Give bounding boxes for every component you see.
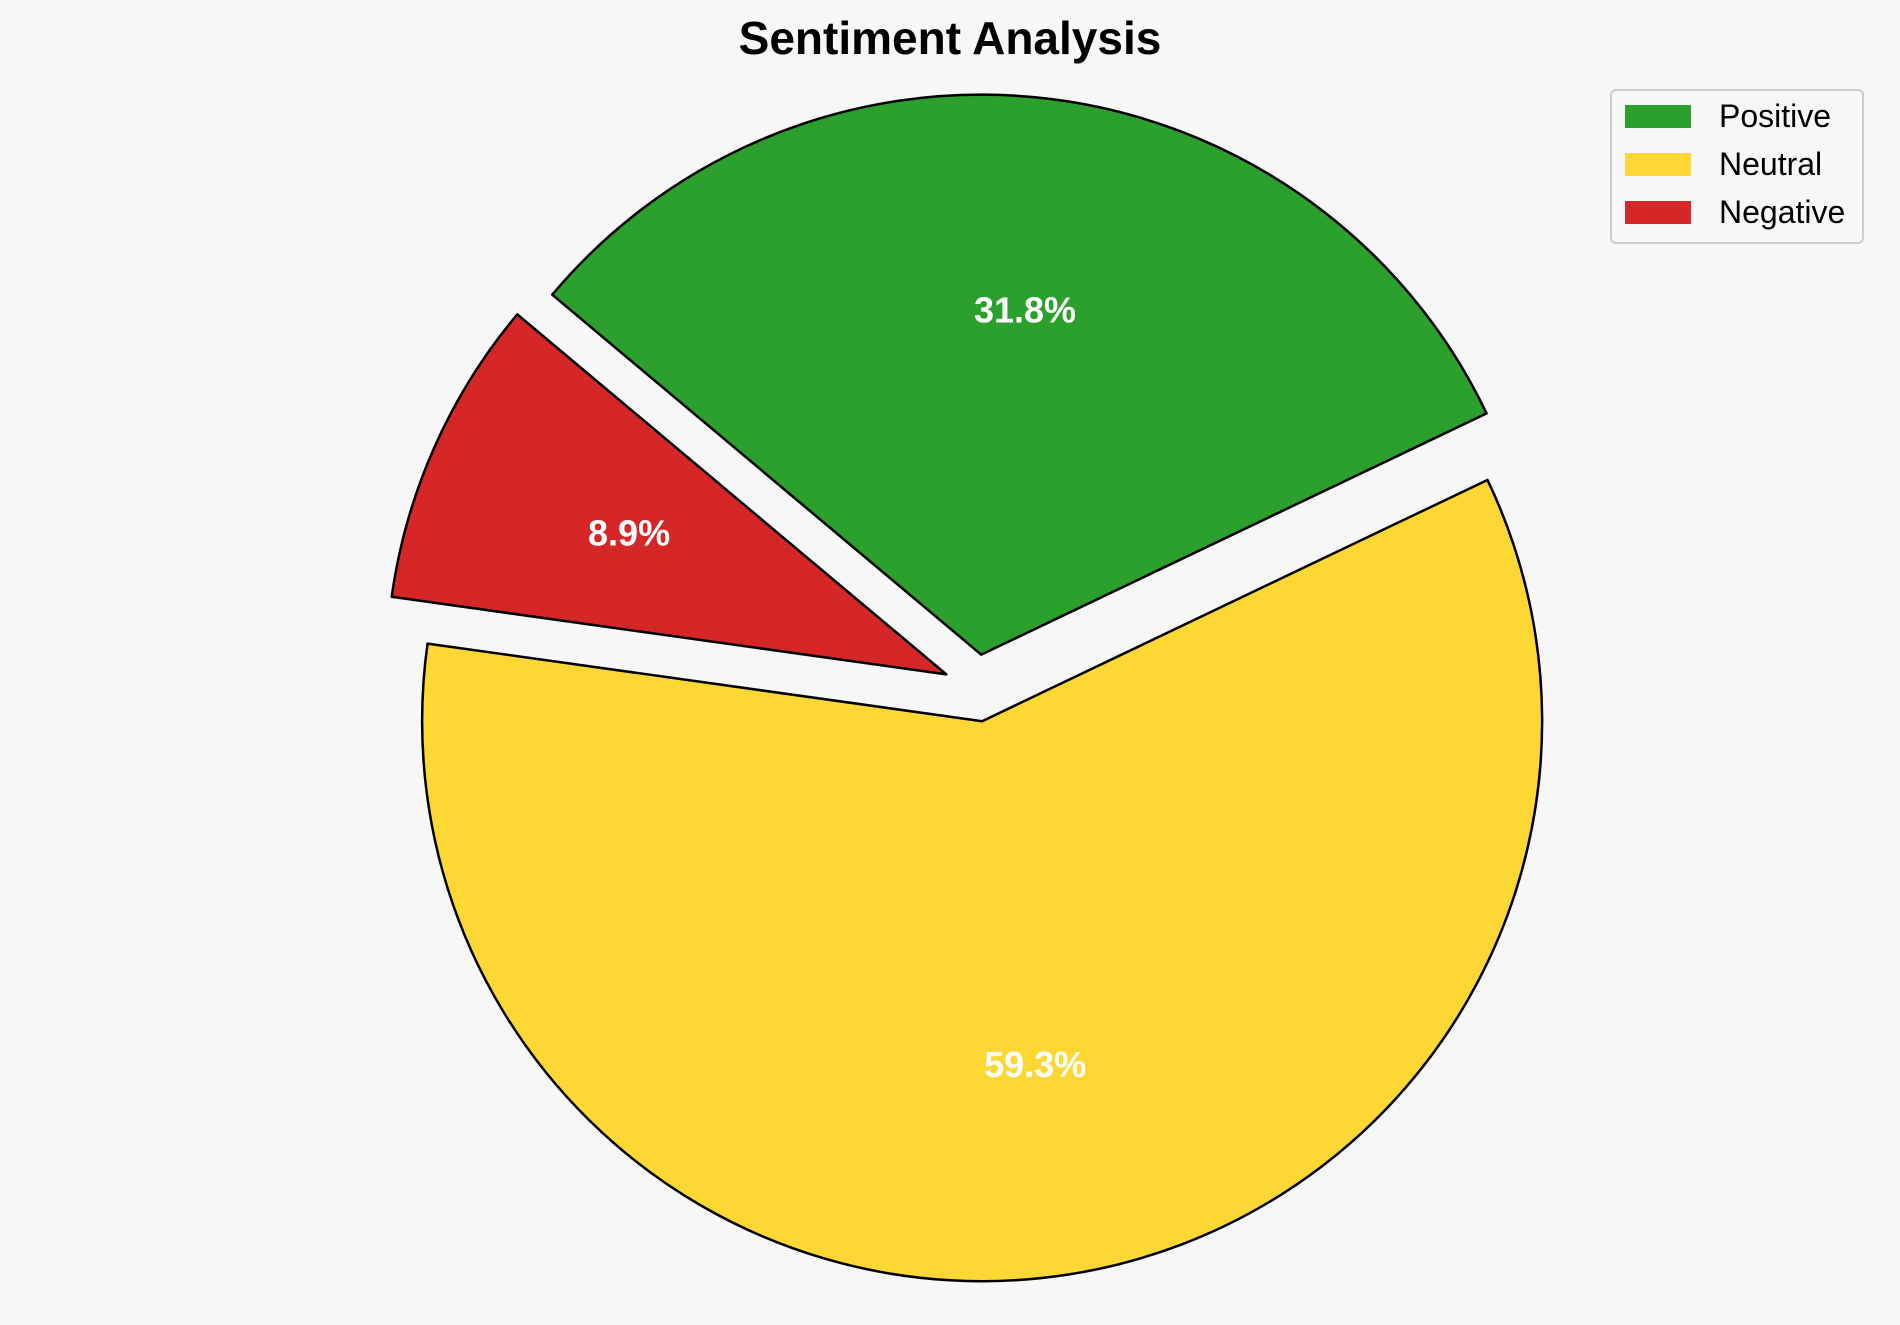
legend: Positive Neutral Negative bbox=[1610, 89, 1864, 244]
legend-label-positive: Positive bbox=[1719, 98, 1831, 134]
pie-slice-positive bbox=[551, 93, 1488, 656]
pie-slice-negative bbox=[390, 313, 948, 676]
legend-swatch-negative bbox=[1625, 201, 1691, 224]
legend-swatch-neutral bbox=[1625, 153, 1691, 176]
pie-slices bbox=[390, 93, 1544, 1283]
legend-label-neutral: Neutral bbox=[1719, 146, 1822, 182]
legend-label-negative: Negative bbox=[1719, 194, 1845, 230]
pie-slice-neutral bbox=[420, 478, 1544, 1283]
pie-label-negative: 8.9% bbox=[588, 513, 670, 554]
legend-swatch-positive bbox=[1625, 105, 1691, 128]
chart-title: Sentiment Analysis bbox=[739, 12, 1162, 64]
pie-percent-labels: 31.8% 59.3% 8.9% bbox=[588, 290, 1086, 1085]
pie-label-positive: 31.8% bbox=[974, 290, 1076, 331]
pie-label-neutral: 59.3% bbox=[984, 1044, 1086, 1085]
